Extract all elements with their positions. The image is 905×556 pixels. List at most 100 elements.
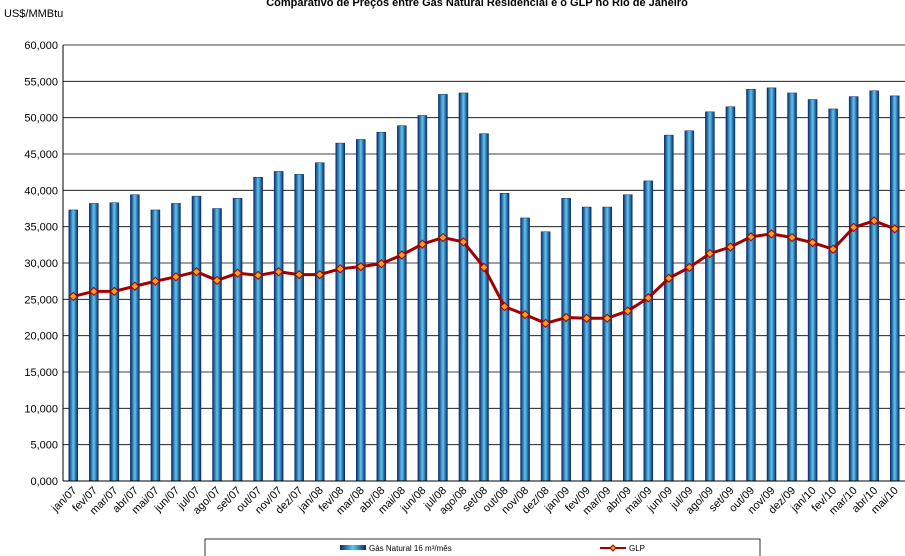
bar [848,96,859,482]
y-tick-label: 20,000 [24,331,58,343]
line-marker [458,237,469,247]
legend-label: GLP [629,544,645,553]
legend-label: Gás Natural 16 m³/mês [369,544,452,553]
line-marker [438,232,448,243]
bar [109,202,120,482]
bar [253,177,263,482]
bar [499,192,510,482]
y-tick-label: 0,000 [30,476,58,488]
bar [314,162,325,482]
line-marker [479,262,489,273]
y-tick-label: 5,000 [30,440,58,452]
line-marker [417,239,428,249]
line-marker [725,242,736,252]
line-marker [520,309,530,320]
bar [438,94,448,482]
y-tick-label: 45,000 [24,149,58,161]
bar [889,95,900,482]
bar [171,203,181,482]
y-tick-label: 40,000 [24,185,58,197]
line-marker [232,268,243,278]
line-marker [561,312,571,323]
bar [397,125,407,482]
line-marker [705,248,715,259]
bar [335,142,345,482]
bar [828,108,838,482]
bar [540,231,551,482]
line-marker [664,273,674,283]
legend-marker [609,544,617,552]
line-marker [828,244,838,254]
bar [766,87,777,482]
bar [68,209,79,482]
legend-swatch [340,545,366,550]
line-marker [314,269,325,280]
line-marker [376,259,387,269]
line-marker [643,293,654,303]
line-marker [68,291,78,302]
y-tick-label: 35,000 [24,222,58,234]
bar [725,106,736,482]
y-tick-label: 10,000 [24,403,58,415]
y-tick-label: 55,000 [24,76,58,88]
bar [746,89,756,482]
bar [807,99,818,482]
line-marker [253,270,263,281]
line-marker [397,250,407,260]
bar [212,208,222,482]
line-marker [684,262,695,273]
line-marker [869,216,879,226]
line-marker [150,276,161,286]
bar [787,92,797,482]
bar [581,206,592,482]
bar [664,134,674,482]
line-marker [335,264,345,274]
y-tick-label: 60,000 [24,40,58,52]
chart-title: Comparativo de Preços entre Gás Natural … [266,0,688,9]
line-marker [787,232,797,243]
line-marker [191,267,202,277]
bar [150,209,161,482]
line-marker [130,281,140,291]
bar [232,198,243,482]
line-marker [171,272,181,282]
line-marker [356,261,366,272]
line-marker [807,237,818,248]
bar [376,131,387,482]
line-marker [499,301,510,312]
line-marker [109,286,120,297]
bar [191,195,202,482]
bar [623,194,633,482]
line-marker [848,222,859,233]
bar [561,198,571,482]
bar [89,203,99,482]
line-marker [89,286,99,297]
bar [479,133,489,482]
bar [273,171,284,482]
y-tick-label: 25,000 [24,294,58,306]
bar [684,130,695,482]
line-marker [746,232,756,242]
bar [602,206,612,482]
bar [705,111,715,482]
bar [356,139,366,482]
bar [417,115,428,482]
line-marker [540,318,551,329]
line-marker [890,224,900,234]
y-axis-label: US$/MMBtu [4,8,63,20]
bar [130,194,140,482]
y-tick-label: 50,000 [24,113,58,125]
legend-box [204,538,761,556]
line-marker [212,275,222,286]
line-marker [273,267,284,277]
bar [643,180,654,482]
bar [458,92,469,482]
line-marker [766,229,777,239]
bar [869,90,879,482]
line-marker [602,313,612,323]
y-tick-label: 15,000 [24,367,58,379]
y-tick-label: 30,000 [24,258,58,270]
line-marker [581,313,592,323]
bar [294,174,304,482]
